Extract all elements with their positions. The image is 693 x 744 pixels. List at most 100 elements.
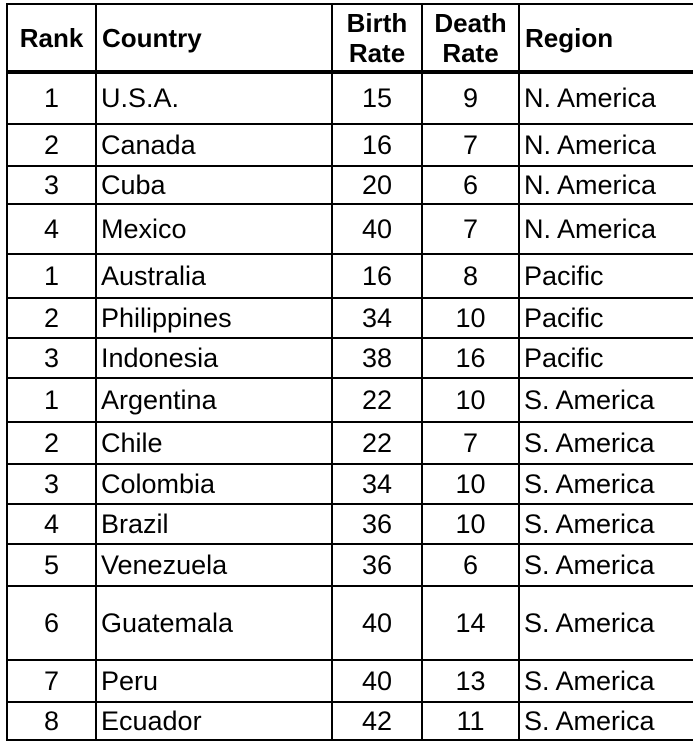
cell-region: N. America: [518, 71, 693, 125]
cell-birth-rate: 34: [331, 463, 423, 505]
table-row: 6 Guatemala 40 14 S. America: [6, 585, 693, 661]
cell-country: Ecuador: [95, 701, 333, 741]
cell-rank: 2: [6, 297, 97, 339]
header-birth-rate-line1: Birth: [346, 7, 408, 38]
cell-rank: 8: [6, 701, 97, 741]
cell-country: Guatemala: [95, 585, 333, 661]
cell-rank: 1: [6, 377, 97, 423]
cell-death-rate: 8: [421, 253, 520, 299]
cell-region: S. America: [518, 585, 693, 661]
cell-birth-rate: 42: [331, 701, 423, 741]
cell-region: Pacific: [518, 337, 693, 379]
header-death-rate-line1: Death: [434, 7, 507, 38]
cell-region: S. America: [518, 543, 693, 587]
cell-country: Chile: [95, 421, 333, 465]
cell-rank: 2: [6, 123, 97, 167]
table-row: 3 Colombia 34 10 S. America: [6, 463, 693, 505]
cell-birth-rate: 22: [331, 377, 423, 423]
cell-country: Peru: [95, 659, 333, 703]
table-row: 5 Venezuela 36 6 S. America: [6, 543, 693, 587]
cell-region: N. America: [518, 203, 693, 255]
table-row: 1 Argentina 22 10 S. America: [6, 377, 693, 423]
cell-country: Argentina: [95, 377, 333, 423]
cell-region: S. America: [518, 503, 693, 545]
table-row: 7 Peru 40 13 S. America: [6, 659, 693, 703]
table-row: 3 Indonesia 38 16 Pacific: [6, 337, 693, 379]
table-row: 2 Chile 22 7 S. America: [6, 421, 693, 465]
table-row: 4 Brazil 36 10 S. America: [6, 503, 693, 545]
cell-region: S. America: [518, 701, 693, 741]
cell-region: N. America: [518, 165, 693, 205]
cell-region: Pacific: [518, 297, 693, 339]
cell-death-rate: 14: [421, 585, 520, 661]
header-country: Country: [95, 3, 333, 74]
header-region: Region: [518, 3, 693, 74]
cell-region: S. America: [518, 463, 693, 505]
table-row: 2 Canada 16 7 N. America: [6, 123, 693, 167]
table-row: 1 Australia 16 8 Pacific: [6, 253, 693, 299]
cell-country: Colombia: [95, 463, 333, 505]
cell-region: S. America: [518, 659, 693, 703]
cell-country: U.S.A.: [95, 71, 333, 125]
cell-country: Cuba: [95, 165, 333, 205]
cell-birth-rate: 36: [331, 543, 423, 587]
header-death-rate-line2: Rate: [442, 37, 499, 68]
cell-birth-rate: 16: [331, 123, 423, 167]
cell-rank: 1: [6, 253, 97, 299]
table-row: 8 Ecuador 42 11 S. America: [6, 701, 693, 741]
data-table-container: Rank Country Birth Rate Death Rate Regio…: [6, 3, 693, 741]
cell-birth-rate: 20: [331, 165, 423, 205]
cell-country: Brazil: [95, 503, 333, 545]
cell-country: Philippines: [95, 297, 333, 339]
header-death-rate: Death Rate: [421, 3, 520, 74]
header-row: Rank Country Birth Rate Death Rate Regio…: [6, 3, 693, 74]
cell-birth-rate: 40: [331, 659, 423, 703]
cell-birth-rate: 16: [331, 253, 423, 299]
table-body: 1 U.S.A. 15 9 N. America 2 Canada 16 7 N. America…: [6, 71, 693, 741]
cell-region: S. America: [518, 421, 693, 465]
cell-death-rate: 10: [421, 377, 520, 423]
cell-country: Venezuela: [95, 543, 333, 587]
cell-death-rate: 10: [421, 503, 520, 545]
birth-death-rate-table: Rank Country Birth Rate Death Rate Regio…: [6, 3, 693, 741]
cell-country: Canada: [95, 123, 333, 167]
cell-death-rate: 7: [421, 203, 520, 255]
cell-death-rate: 16: [421, 337, 520, 379]
table-row: 3 Cuba 20 6 N. America: [6, 165, 693, 205]
cell-region: Pacific: [518, 253, 693, 299]
cell-birth-rate: 40: [331, 203, 423, 255]
cell-birth-rate: 34: [331, 297, 423, 339]
cell-death-rate: 10: [421, 463, 520, 505]
cell-rank: 2: [6, 421, 97, 465]
cell-rank: 4: [6, 503, 97, 545]
cell-rank: 3: [6, 337, 97, 379]
cell-rank: 3: [6, 165, 97, 205]
cell-country: Australia: [95, 253, 333, 299]
cell-region: N. America: [518, 123, 693, 167]
cell-death-rate: 6: [421, 165, 520, 205]
cell-country: Mexico: [95, 203, 333, 255]
cell-rank: 1: [6, 71, 97, 125]
header-rank: Rank: [6, 3, 97, 74]
table-row: 1 U.S.A. 15 9 N. America: [6, 71, 693, 125]
cell-rank: 7: [6, 659, 97, 703]
cell-death-rate: 9: [421, 71, 520, 125]
cell-rank: 5: [6, 543, 97, 587]
table-row: 4 Mexico 40 7 N. America: [6, 203, 693, 255]
cell-birth-rate: 40: [331, 585, 423, 661]
header-birth-rate-line2: Rate: [348, 37, 406, 68]
cell-death-rate: 6: [421, 543, 520, 587]
cell-death-rate: 13: [421, 659, 520, 703]
cell-rank: 4: [6, 203, 97, 255]
cell-birth-rate: 38: [331, 337, 423, 379]
cell-rank: 3: [6, 463, 97, 505]
cell-death-rate: 11: [421, 701, 520, 741]
table-row: 2 Philippines 34 10 Pacific: [6, 297, 693, 339]
cell-birth-rate: 15: [331, 71, 423, 125]
cell-birth-rate: 36: [331, 503, 423, 545]
cell-death-rate: 7: [421, 123, 520, 167]
header-birth-rate: Birth Rate: [331, 3, 423, 74]
cell-death-rate: 10: [421, 297, 520, 339]
cell-death-rate: 7: [421, 421, 520, 465]
cell-country: Indonesia: [95, 337, 333, 379]
